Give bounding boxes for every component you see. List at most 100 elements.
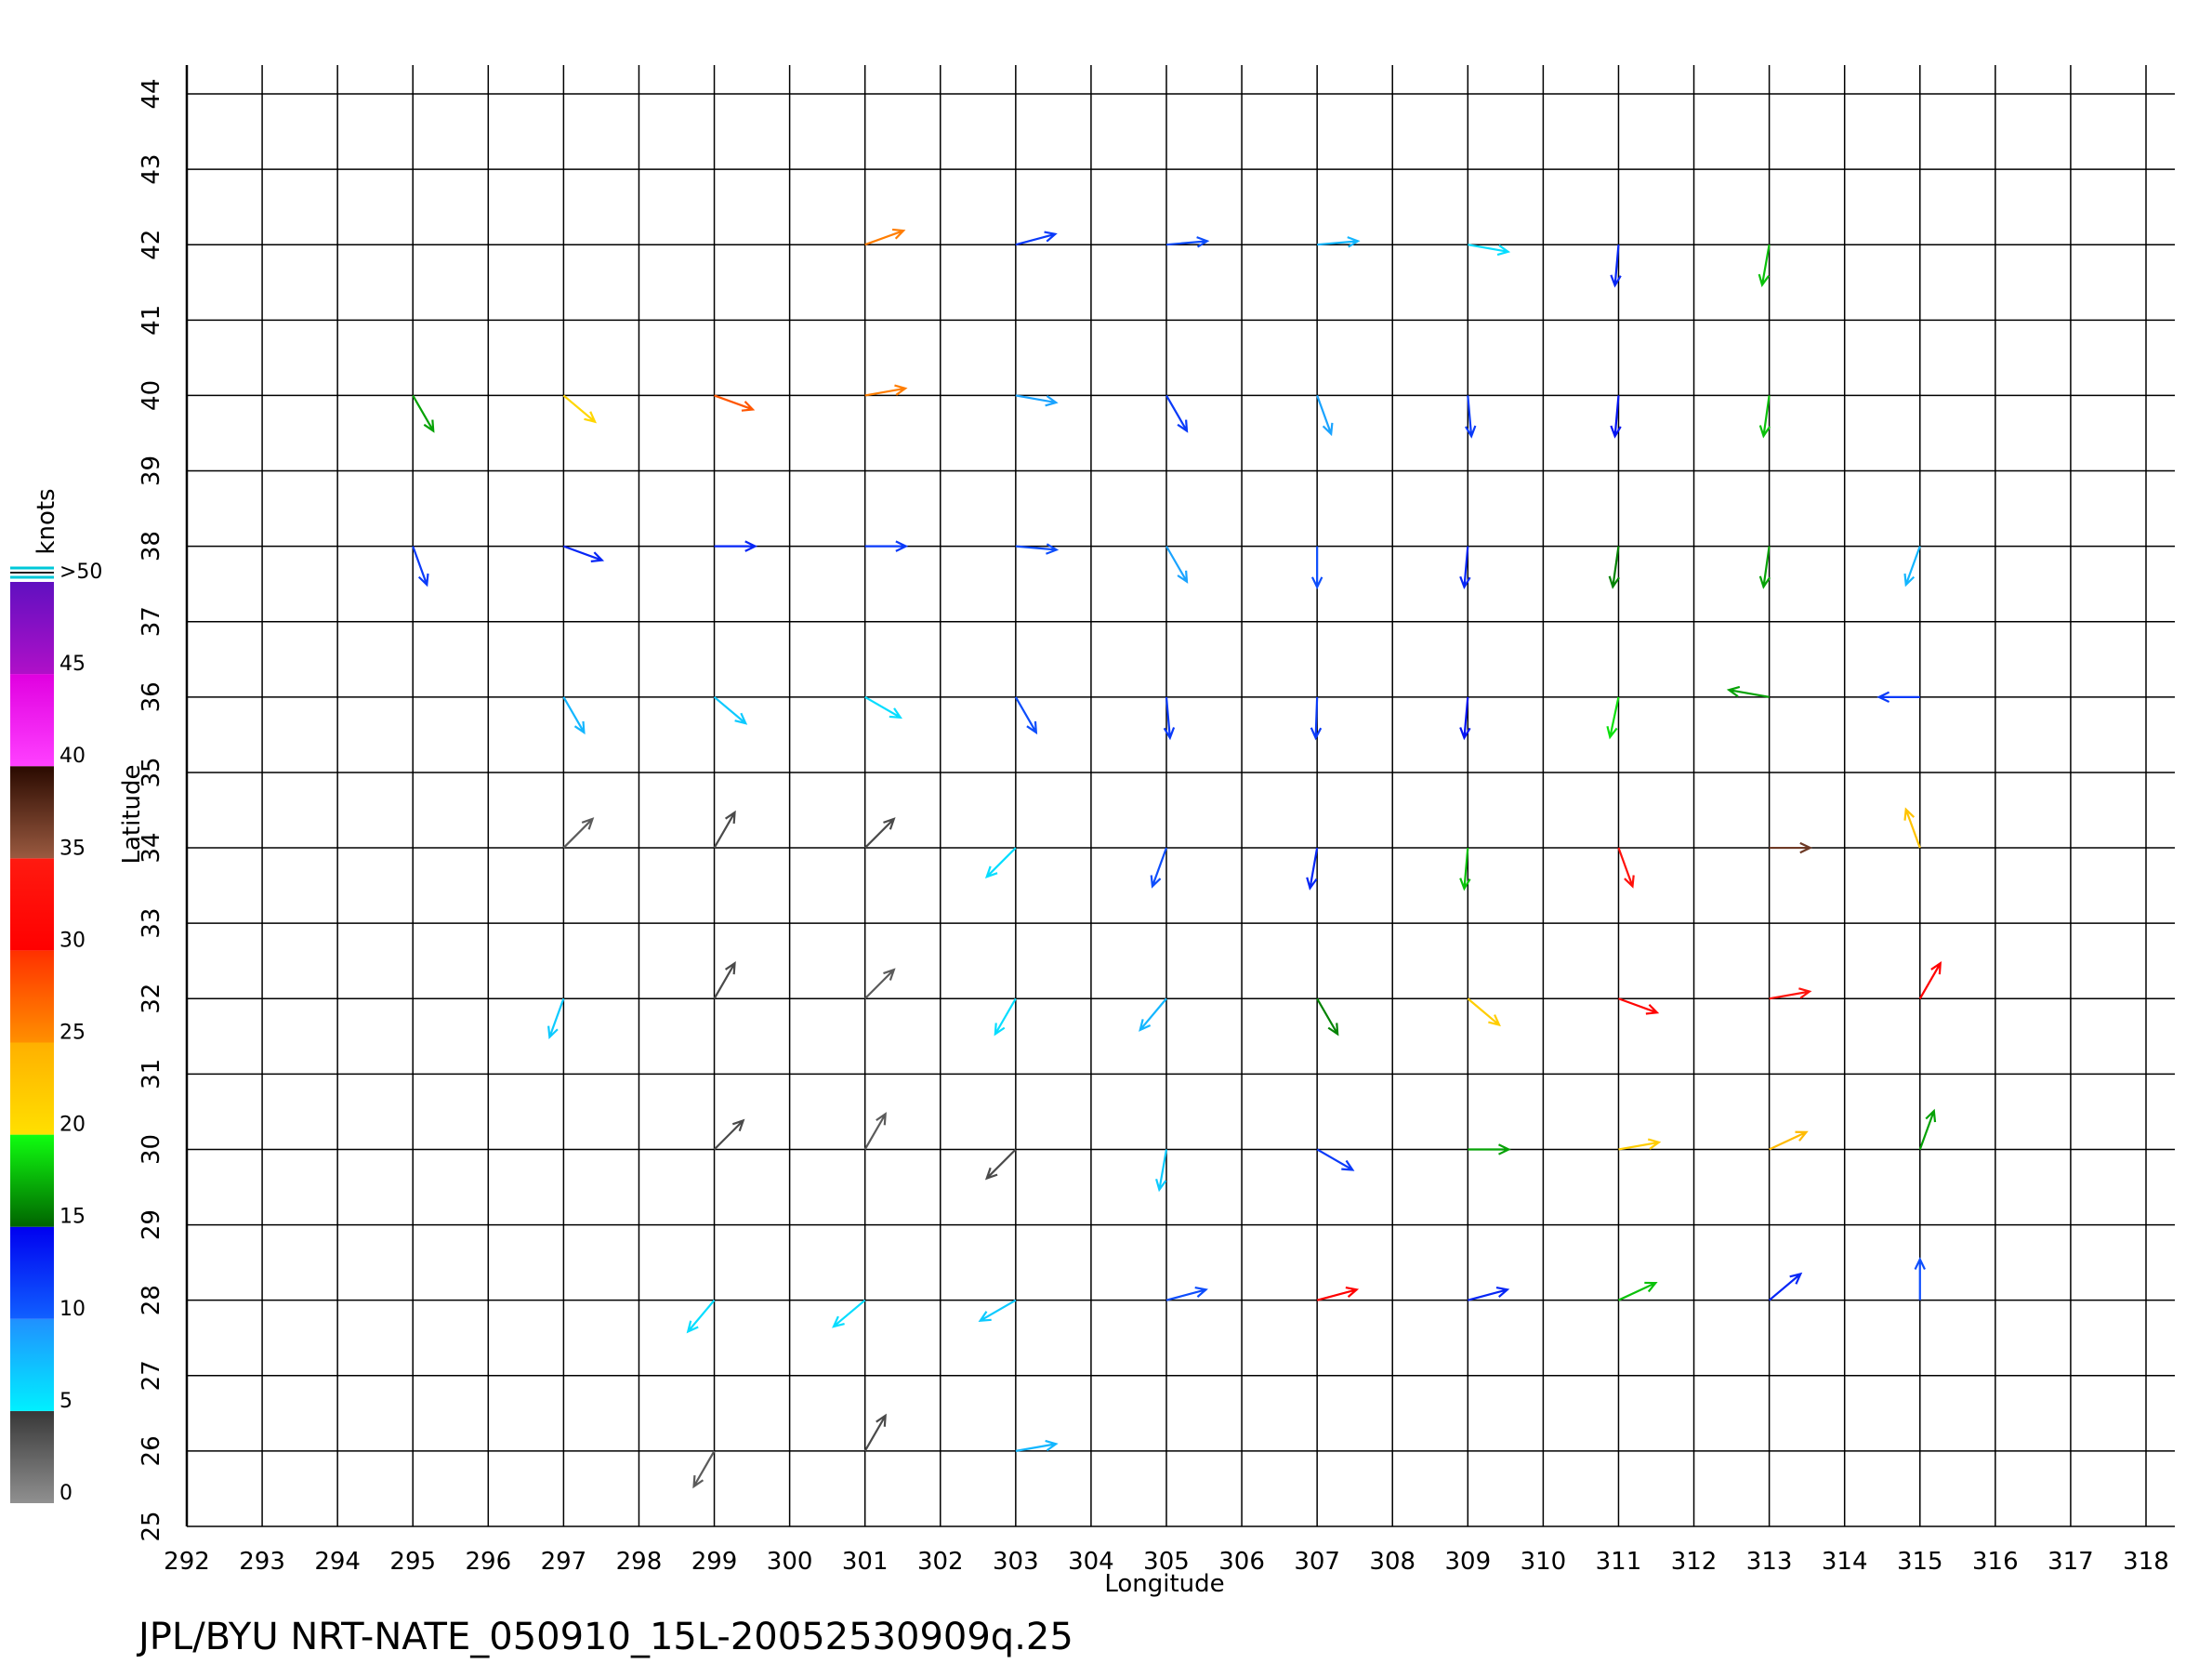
colorbar-band [10,674,54,767]
wind-vector [547,997,565,1039]
colorbar-band [10,766,54,859]
wind-vector [994,997,1017,1037]
wind-vector [1617,1281,1658,1301]
y-tick-label: 30 [138,1134,165,1165]
y-tick-label: 32 [138,984,165,1014]
y-tick-label: 35 [138,757,165,787]
wind-vector [1769,987,1812,1000]
colorbar-tick-label: 15 [59,1206,86,1229]
axes: 292 293 294 295 296 297 298 299 300 301 302 303 304 3… [138,65,2169,1576]
wind-vector [1310,696,1323,741]
wind-vector [713,1118,745,1151]
y-axis-label: Latitude [118,764,146,864]
wind-vector [1310,546,1323,590]
x-tick-label: 315 [1897,1548,1943,1576]
wind-vector [1903,807,1921,849]
wind-vector [1165,394,1189,433]
x-tick-label: 314 [1822,1548,1868,1576]
wind-vector [1316,1286,1360,1301]
y-tick-label: 28 [138,1285,165,1315]
y-tick-label: 33 [138,908,165,939]
wind-vector [1155,1149,1168,1193]
x-tick-label: 293 [239,1548,285,1576]
wind-vector [863,1413,887,1452]
wind-vector [1165,1286,1208,1301]
x-tick-label: 311 [1596,1548,1642,1576]
wind-vector [984,1148,1017,1181]
wind-vector [863,968,896,1000]
wind-vector [1306,847,1319,891]
y-tick-label: 42 [138,230,165,260]
wind-vector [1610,395,1622,439]
y-tick-label: 27 [138,1360,165,1391]
colorbar-band [10,1042,54,1135]
colorbar-tick-label: 20 [59,1114,86,1137]
wind-vector [984,847,1017,878]
wind-vector [1317,236,1361,248]
wind-vector [1165,236,1210,248]
wind-vector [978,1299,1017,1322]
wind-vector [1459,696,1471,741]
colorbar-tick-label: 0 [59,1482,72,1505]
wind-vector [1617,847,1635,889]
wind-vector [1758,395,1771,439]
colorbar-tick-label: >50 [59,561,102,584]
x-tick-label: 303 [993,1548,1039,1576]
wind-vector [864,228,906,246]
wind-vector [1316,997,1339,1037]
wind-vector [1618,997,1660,1015]
wind-vector [1316,1148,1355,1171]
wind-vector [1015,231,1058,246]
wind-vector [563,545,605,562]
wind-vector [1768,1272,1803,1301]
wind-vector [714,394,756,412]
x-tick-label: 294 [314,1548,361,1576]
wind-vector [412,394,435,433]
y-tick-label: 37 [138,606,165,637]
wind-vector [714,540,758,552]
wind-vector [562,817,595,849]
wind-vector [1467,997,1501,1027]
wind-vector [412,546,429,588]
wind-vector [1606,696,1620,740]
colorbar-band [10,582,54,675]
wind-vector [1150,847,1168,889]
wind-vector [713,695,748,725]
chart-title: JPL/BYU NRT-NATE_050910_15L-20052530909q… [136,1616,1073,1658]
y-tick-label: 31 [138,1059,165,1089]
wind-vector [1618,1138,1662,1151]
wind-vector [1769,841,1813,854]
wind-vector [1468,244,1511,257]
wind-vector [1769,1130,1809,1151]
x-tick-label: 309 [1444,1548,1491,1576]
x-tick-label: 310 [1521,1548,1567,1576]
x-tick-label: 306 [1218,1548,1265,1576]
wind-vector [713,960,736,999]
y-tick-label: 26 [138,1435,165,1466]
colorbar: 0 5 10 15 20 25 30 35 40 45 >50 [10,561,102,1505]
wind-vector [1918,960,1942,999]
wind-vector [1758,546,1771,589]
wind-vector [1918,1108,1937,1150]
y-tick-label: 44 [138,78,165,109]
wind-vector [692,1450,716,1489]
wind-vector [1163,696,1176,741]
wind-vector [1468,1286,1510,1301]
y-tick-label: 41 [138,305,165,336]
x-tick-label: 307 [1294,1548,1340,1576]
colorbar-tick-label: 40 [59,745,86,768]
wind-vector [1914,1257,1926,1301]
y-tick-label: 25 [138,1511,165,1541]
colorbar-band [10,858,54,951]
x-tick-label: 295 [389,1548,436,1576]
wind-vector [1608,546,1620,589]
colorbar-tick-label: 10 [59,1298,86,1321]
x-tick-label: 298 [616,1548,663,1576]
wind-vector [864,540,909,552]
x-tick-label: 300 [767,1548,813,1576]
wind-vector [562,696,586,735]
vector-field [412,228,1942,1489]
x-axis-label: Longitude [1104,1570,1224,1598]
x-tick-label: 316 [1972,1548,2019,1576]
